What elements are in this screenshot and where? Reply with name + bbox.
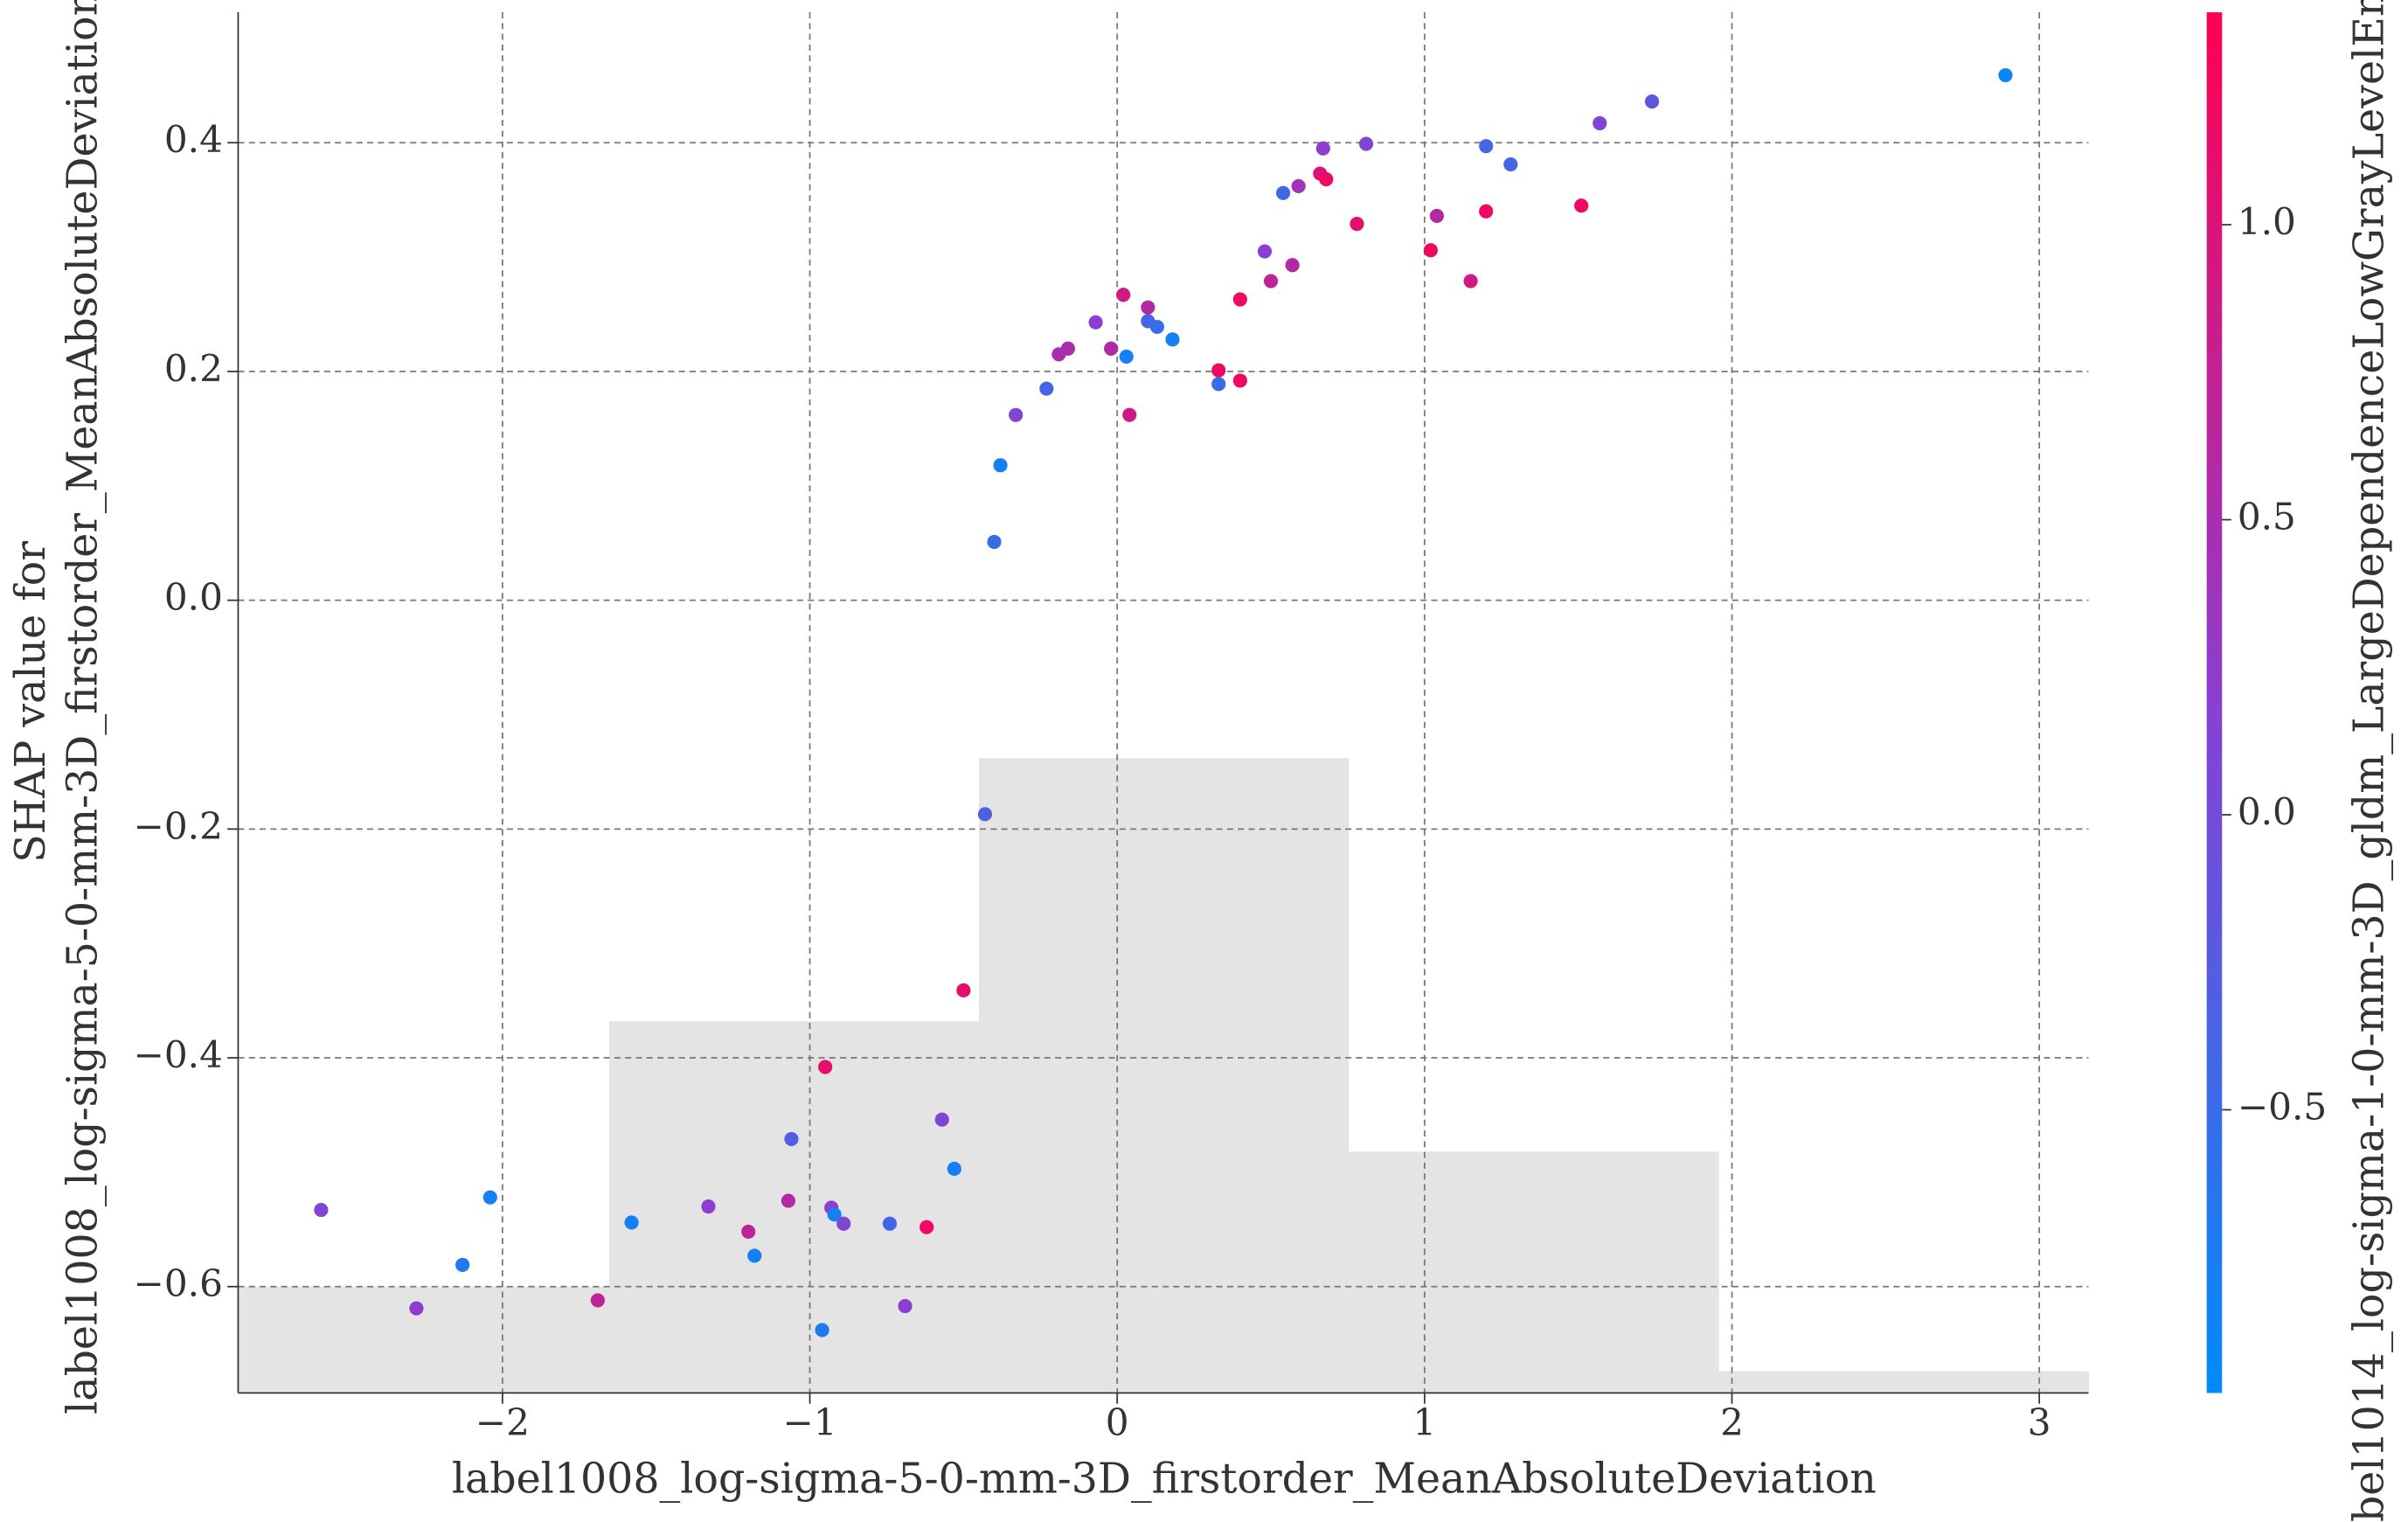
point	[1104, 341, 1119, 356]
point	[1276, 185, 1291, 200]
point	[784, 1131, 799, 1147]
point	[956, 983, 971, 997]
point	[1574, 198, 1589, 213]
point	[1291, 178, 1306, 194]
point	[919, 1220, 934, 1234]
point	[701, 1199, 716, 1214]
colorbar-tick-label: 0.0	[2238, 790, 2296, 833]
point	[1211, 363, 1226, 378]
point	[1009, 407, 1024, 422]
point	[818, 1060, 833, 1074]
histogram-bar	[978, 758, 1350, 1393]
point	[947, 1161, 961, 1177]
point	[815, 1323, 829, 1338]
point	[1423, 243, 1438, 258]
y-tick-label: −0.4	[134, 1033, 223, 1076]
point	[977, 807, 993, 822]
point	[1051, 347, 1066, 362]
point	[1998, 67, 2013, 83]
point	[1211, 377, 1226, 392]
histogram-bar	[608, 1021, 979, 1393]
y-tick-label: −0.6	[134, 1262, 223, 1305]
colorbar-tick-label: 0.5	[2238, 496, 2296, 539]
point	[1285, 258, 1300, 273]
y-tick-label: 0.0	[164, 576, 223, 619]
point	[1429, 208, 1444, 224]
point	[747, 1248, 762, 1263]
point	[409, 1301, 424, 1316]
y-tick-label: 0.4	[164, 118, 223, 161]
point	[1141, 300, 1155, 315]
point	[624, 1215, 639, 1230]
y-axis-label: label1008_log-sigma-5-0-mm-3D_firstorder…	[59, 0, 108, 1414]
point	[898, 1298, 913, 1314]
point	[1463, 274, 1478, 288]
colorbar-label: label1014_log-sigma-1-0-mm-3D_gldm_Large…	[2345, 0, 2393, 1522]
point	[1263, 274, 1279, 288]
point	[1116, 288, 1131, 302]
point	[836, 1216, 851, 1231]
point	[987, 534, 1002, 549]
point	[1644, 94, 1660, 109]
point	[1358, 136, 1374, 151]
x-axis-label: label1008_log-sigma-5-0-mm-3D_firstorder…	[452, 1455, 1877, 1503]
x-tick-label: −2	[475, 1400, 530, 1443]
point	[934, 1112, 949, 1127]
y-axis-label: SHAP value for	[7, 541, 55, 863]
x-tick-label: 2	[1720, 1400, 1744, 1443]
colorbar-tick-label: −0.5	[2238, 1085, 2327, 1128]
point	[1232, 292, 1247, 307]
point	[1149, 319, 1164, 334]
colorbar-tick-label: 1.0	[2238, 200, 2296, 243]
x-tick-label: 0	[1106, 1400, 1129, 1443]
point	[882, 1216, 898, 1231]
point	[1315, 141, 1330, 156]
point	[314, 1202, 329, 1218]
point	[827, 1207, 842, 1222]
point	[1350, 217, 1364, 232]
point	[993, 458, 1008, 473]
point	[1257, 244, 1273, 259]
x-tick-label: −1	[782, 1400, 836, 1443]
y-tick-label: 0.2	[164, 347, 223, 390]
point	[1232, 373, 1247, 388]
point	[1119, 349, 1134, 364]
point	[455, 1257, 470, 1272]
point	[1479, 204, 1494, 219]
point	[1503, 157, 1518, 172]
point	[1039, 381, 1054, 396]
point	[1479, 139, 1494, 154]
point	[1319, 172, 1334, 187]
histogram-bar	[239, 1286, 609, 1393]
histogram-bar	[1718, 1371, 2090, 1393]
x-tick-label: 3	[2028, 1400, 2051, 1443]
point	[590, 1293, 605, 1308]
x-tick-label: 1	[1412, 1400, 1436, 1443]
point	[741, 1224, 756, 1240]
point	[482, 1190, 497, 1205]
point	[1122, 407, 1137, 422]
y-tick-label: −0.2	[134, 804, 223, 847]
point	[1088, 315, 1103, 330]
point	[1165, 332, 1180, 347]
histogram-bar	[1349, 1151, 1719, 1393]
point	[781, 1193, 796, 1208]
colorbar	[2206, 12, 2223, 1393]
point	[1593, 115, 1607, 131]
